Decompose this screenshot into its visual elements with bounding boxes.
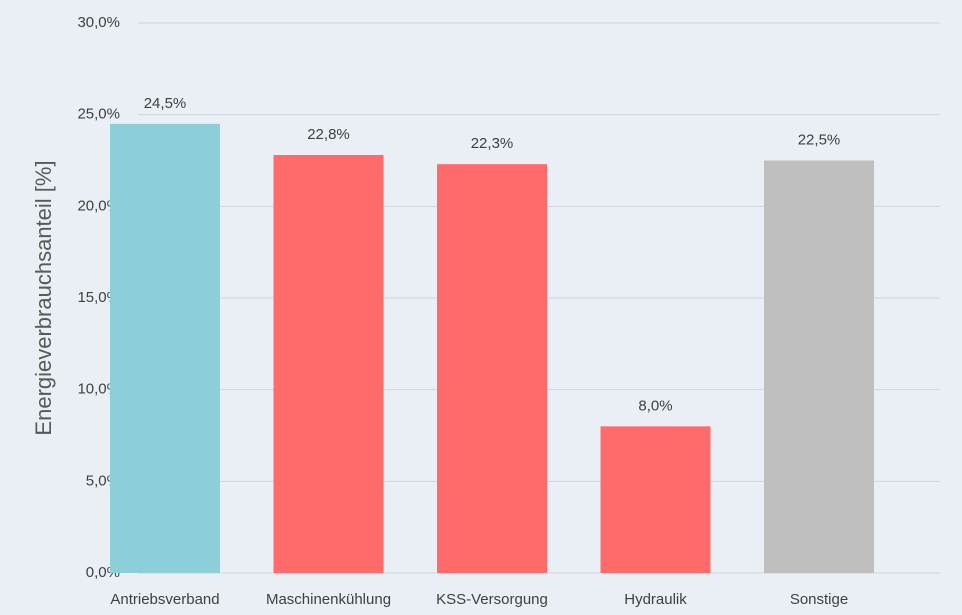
- bar: [273, 155, 384, 573]
- y-tick-label: 10,0%: [77, 381, 120, 398]
- y-tick-label: 25,0%: [77, 106, 120, 123]
- x-tick-label: Maschinenkühlung: [266, 591, 391, 608]
- x-tick-label: Sonstige: [790, 591, 848, 608]
- data-label: 24,5%: [144, 95, 187, 112]
- data-label: 22,5%: [798, 131, 841, 148]
- x-tick-label: KSS-Versorgung: [436, 591, 548, 608]
- x-tick-label: Antriebsverband: [110, 591, 219, 608]
- bar: [110, 123, 220, 573]
- y-tick-label: 15,0%: [77, 289, 120, 306]
- y-axis-label: Energieverbrauchsanteil [%]: [31, 160, 56, 435]
- y-tick-label: 20,0%: [77, 197, 120, 214]
- data-label: 22,8%: [307, 126, 350, 143]
- x-tick-label: Hydraulik: [624, 591, 687, 608]
- data-label: 8,0%: [638, 397, 672, 414]
- y-tick-label: 30,0%: [77, 14, 120, 31]
- bar: [437, 164, 547, 573]
- bar: [764, 160, 874, 573]
- data-label: 22,3%: [471, 135, 514, 152]
- bar: [600, 426, 711, 573]
